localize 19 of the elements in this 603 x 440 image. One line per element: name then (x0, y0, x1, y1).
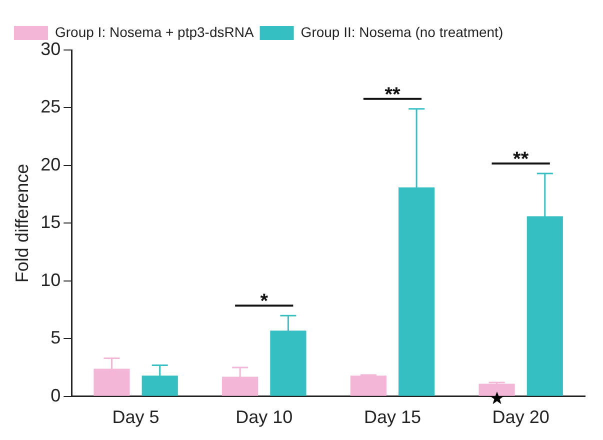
y-axis-title: Fold difference (12, 164, 32, 283)
y-tick-label: 15 (40, 212, 61, 232)
legend-label: Group I: Nosema + ptp3-dsRNA (55, 24, 254, 40)
annotation: * (260, 290, 268, 313)
legend-label: Group II: Nosema (no treatment) (300, 24, 504, 40)
annotation: ** (384, 84, 400, 106)
bar (478, 384, 515, 396)
y-tick-label: 25 (40, 96, 61, 117)
x-tick-label: Day 10 (236, 407, 293, 428)
y-tick-label: 10 (40, 270, 61, 290)
x-tick-label: Day 5 (112, 407, 160, 428)
y-tick-label: 30 (40, 38, 61, 59)
x-tick-label: Day 20 (492, 407, 550, 428)
y-tick-label: 0 (50, 385, 61, 406)
annotation: ** (513, 148, 529, 171)
y-tick-label: 5 (50, 328, 61, 348)
bar (350, 376, 386, 396)
y-tick-label: 20 (40, 154, 61, 174)
x-tick-label: Day 15 (364, 407, 422, 428)
